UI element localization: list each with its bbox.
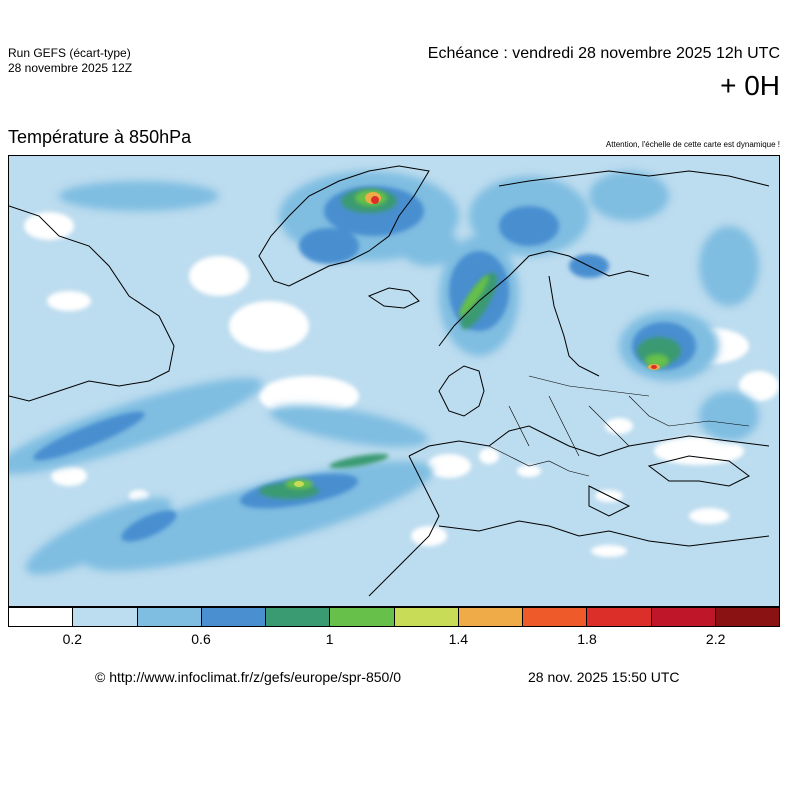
europe-south-coast (408, 425, 770, 457)
colorbar-segment (266, 608, 331, 626)
greenland-outline (258, 165, 430, 287)
render-time: 28 nov. 2025 15:50 UTC (528, 669, 680, 685)
colorbar-segment (458, 608, 523, 626)
colorbar-segment (73, 608, 138, 626)
run-label: Run GEFS (écart-type) (8, 46, 131, 60)
scandinavia-coast (438, 250, 650, 347)
country-borders (488, 375, 750, 477)
colorbar-segment (523, 608, 588, 626)
colorbar-tick-label: 0.6 (191, 631, 211, 647)
colorbar-tick-label: 1 (325, 631, 334, 647)
colorbar-segment (330, 608, 395, 626)
colorbar-segment (587, 608, 652, 626)
colorbar-segment (9, 608, 74, 626)
colorbar-tick-label: 0.2 (62, 631, 83, 647)
colorbar-segment (651, 608, 716, 626)
british-isles-outline (438, 365, 485, 417)
italy-outline (588, 485, 631, 517)
baltic-coast (548, 275, 600, 377)
colorbar-tick-label: 2.2 (705, 631, 726, 647)
map-svg (9, 156, 779, 606)
colorbar-segment (715, 608, 779, 626)
run-date: 28 novembre 2025 12Z (8, 61, 133, 75)
source-url: © http://www.infoclimat.fr/z/gefs/europe… (95, 669, 402, 685)
coastlines (9, 165, 770, 597)
lead-time: + 0H (720, 70, 780, 101)
map-title: Température à 850hPa (8, 127, 192, 147)
arctic-coast (498, 170, 770, 187)
colorbar-ticks: 0.2 0.6 1 1.4 1.8 2.2 (8, 631, 780, 649)
iceland-outline (367, 287, 420, 309)
iberia-africa-coast (368, 455, 440, 597)
spread-map (8, 155, 780, 607)
north-america-outline (9, 205, 175, 402)
colorbar (8, 607, 780, 627)
colorbar-segment (137, 608, 202, 626)
colorbar-tick-label: 1.4 (448, 631, 469, 647)
dynamic-scale-warning: Attention, l'échelle de cette carte est … (605, 140, 780, 149)
north-africa-coast (438, 520, 770, 547)
colorbar-segment (394, 608, 459, 626)
black-sea-outline (647, 455, 750, 487)
peak-spread-areas (294, 192, 660, 487)
forecast-valid-time: Echéance : vendredi 28 novembre 2025 12h… (427, 45, 780, 62)
colorbar-segment (201, 608, 266, 626)
colorbar-tick-label: 1.8 (577, 631, 597, 647)
